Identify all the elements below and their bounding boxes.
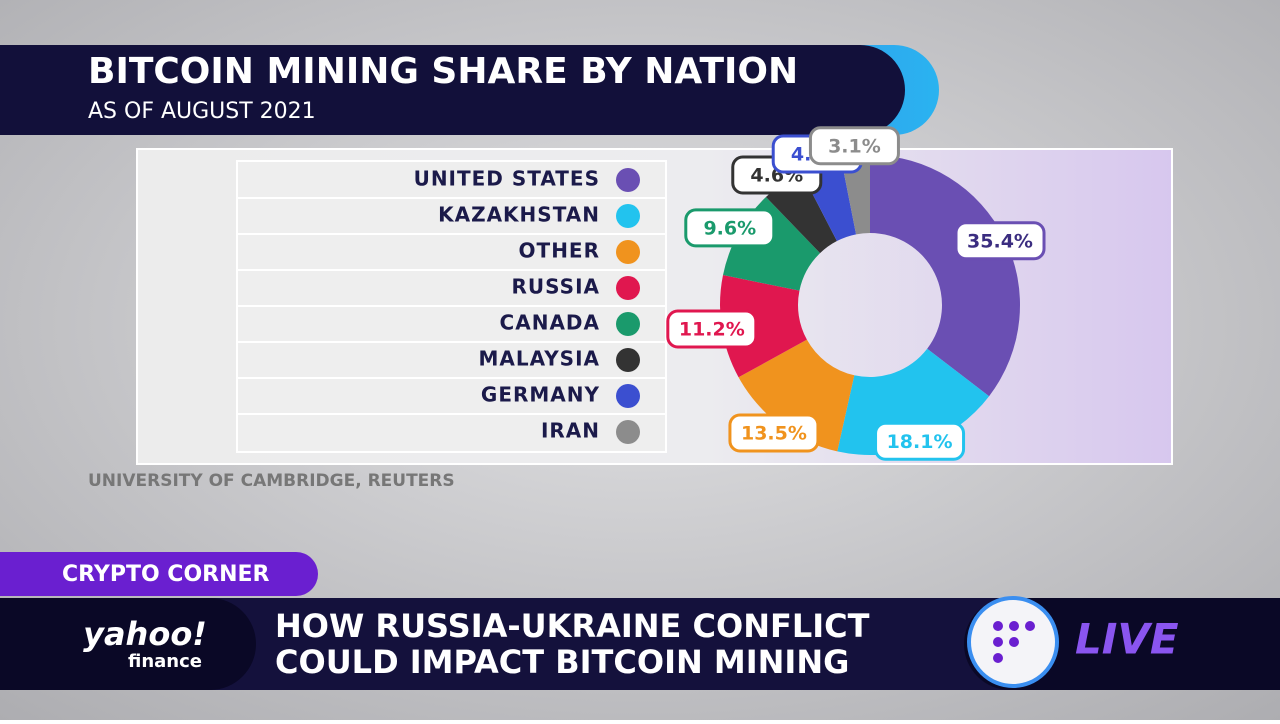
logo-finance: finance — [128, 651, 202, 672]
logo-yahoo: yahoo! — [83, 615, 207, 653]
legend-swatch — [616, 204, 640, 228]
segment: CRYPTO CORNER — [62, 562, 270, 587]
legend-label: IRAN — [541, 419, 600, 443]
title: BITCOIN MINING SHARE BY NATION — [88, 51, 798, 92]
legend-swatch — [616, 276, 640, 300]
legend-swatch — [616, 348, 640, 372]
donut-slice — [840, 155, 870, 235]
headline-line: HOW RUSSIA-UKRAINE CONFLICT — [275, 607, 870, 645]
value-label: 11.2% — [679, 319, 745, 341]
legend-label: KAZAKHSTAN — [438, 203, 600, 227]
value-label-box — [954, 221, 1046, 261]
legend-label: RUSSIA — [512, 275, 600, 299]
live-logo-dots — [993, 621, 1035, 663]
value-label-box — [874, 421, 966, 461]
donut-slice — [870, 155, 1021, 397]
legend-label: OTHER — [519, 239, 600, 263]
legend-swatch — [616, 240, 640, 264]
donut-slice — [738, 339, 855, 452]
legend-swatch — [616, 384, 640, 408]
live: LIVE — [1075, 615, 1179, 664]
legend-label: MALAYSIA — [479, 347, 601, 371]
donut-slice — [720, 275, 807, 378]
title-bar — [0, 45, 905, 135]
legend-swatch — [616, 168, 640, 192]
value-label-box — [666, 309, 758, 349]
legend-label: CANADA — [500, 311, 600, 335]
value-label: 9.6% — [703, 217, 756, 239]
value-label: 13.5% — [741, 422, 807, 444]
value-label: 35.4% — [967, 230, 1033, 252]
value-label: 3.1% — [828, 135, 881, 157]
segment-pill — [0, 552, 318, 596]
subtitle: AS OF AUGUST 2021 — [88, 99, 316, 124]
logo-area — [0, 598, 256, 690]
value-label-box — [684, 208, 776, 248]
legend-swatch — [616, 312, 640, 336]
legend-label: UNITED STATES — [414, 167, 600, 191]
value-label: 18.1% — [887, 431, 953, 453]
value-label-box — [808, 126, 900, 166]
legend-swatch — [616, 420, 640, 444]
source: UNIVERSITY OF CAMBRIDGE, REUTERS — [88, 471, 455, 491]
legend-label: GERMANY — [481, 383, 600, 407]
headline-line: COULD IMPACT BITCOIN MINING — [275, 643, 849, 681]
value-label-box — [728, 413, 820, 453]
